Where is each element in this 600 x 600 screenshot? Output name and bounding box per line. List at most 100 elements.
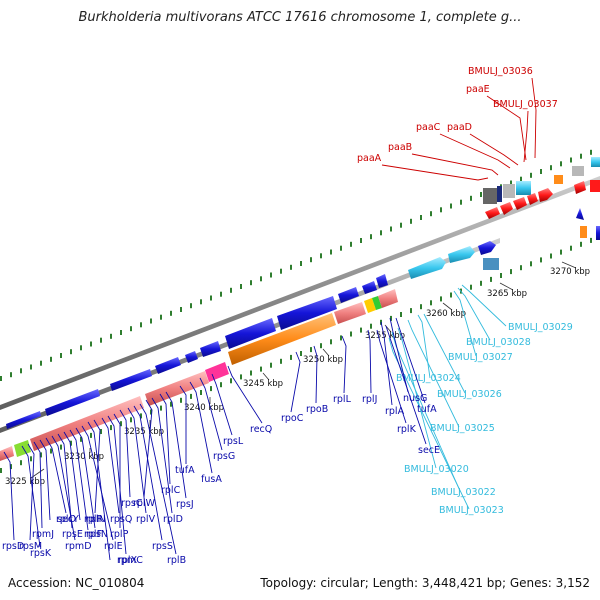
tick-mark bbox=[100, 337, 102, 343]
tick-mark bbox=[290, 264, 292, 270]
label-leader bbox=[453, 290, 477, 357]
gene-arrow bbox=[485, 207, 500, 219]
gene-block bbox=[145, 371, 209, 406]
label-leader bbox=[531, 77, 537, 159]
tick-mark bbox=[440, 207, 442, 213]
gene-label: rplV bbox=[136, 514, 156, 525]
gene-label: rplP bbox=[110, 529, 129, 540]
tick-mark bbox=[240, 284, 242, 289]
scale-label: 3255 kbp bbox=[365, 331, 405, 341]
gene-label: rpsN bbox=[86, 529, 108, 540]
label-leader bbox=[27, 443, 35, 541]
tick-mark bbox=[190, 303, 192, 309]
tick-mark bbox=[60, 444, 62, 450]
tick-mark bbox=[520, 176, 522, 182]
label-leader bbox=[457, 287, 491, 341]
gene-label: rpsK bbox=[30, 548, 52, 559]
label-leader bbox=[51, 435, 76, 541]
tick-mark bbox=[320, 253, 322, 259]
tick-mark bbox=[0, 376, 2, 381]
gene-block bbox=[30, 396, 144, 451]
label-leader bbox=[380, 321, 393, 406]
tick-mark bbox=[450, 292, 452, 298]
label-leader bbox=[101, 417, 120, 514]
tick-mark bbox=[420, 304, 422, 310]
gene-label: rpsM bbox=[19, 541, 42, 552]
gene-label: secE bbox=[418, 445, 440, 456]
tick-mark bbox=[370, 323, 372, 329]
tick-mark bbox=[120, 330, 122, 335]
tick-mark bbox=[180, 307, 182, 312]
tick-mark bbox=[390, 315, 392, 321]
tick-mark bbox=[140, 413, 142, 419]
tick-mark bbox=[130, 417, 132, 423]
tick-mark bbox=[270, 272, 272, 278]
tick-mark bbox=[570, 157, 572, 163]
gene-arrow bbox=[478, 241, 496, 255]
scale-label: 3240 kbp bbox=[184, 403, 224, 413]
tick-mark bbox=[170, 401, 172, 407]
gene-label: tufA bbox=[417, 404, 437, 415]
gene-box bbox=[503, 184, 515, 198]
tick-mark bbox=[110, 425, 112, 431]
gene-label: rpmJ bbox=[32, 529, 54, 540]
tick-mark bbox=[320, 343, 322, 349]
label-leader bbox=[87, 421, 111, 561]
label-leader bbox=[290, 351, 301, 413]
scale-leader bbox=[499, 282, 514, 291]
label-leader bbox=[139, 403, 177, 555]
gene-label: rpmD bbox=[65, 541, 92, 552]
tick-mark bbox=[220, 291, 222, 297]
gene-block bbox=[372, 296, 382, 310]
label-leader bbox=[33, 441, 43, 529]
gene-label: rplL bbox=[333, 394, 352, 405]
label-leader bbox=[45, 437, 67, 514]
label-leader bbox=[423, 313, 466, 394]
gene-label: rplC bbox=[161, 485, 181, 496]
gene-block bbox=[0, 446, 14, 461]
label-leader bbox=[63, 431, 81, 521]
tick-mark bbox=[160, 314, 162, 320]
tick-mark bbox=[260, 276, 262, 282]
gene-box bbox=[497, 186, 502, 202]
tick-mark bbox=[110, 333, 112, 339]
gene-block bbox=[378, 289, 398, 308]
tick-mark bbox=[220, 382, 222, 388]
tick-mark bbox=[80, 345, 82, 351]
gene-label: rplB bbox=[167, 555, 186, 566]
tick-mark bbox=[90, 341, 92, 347]
gene-label: rplR bbox=[84, 514, 104, 525]
gene-label: rpsQ bbox=[110, 514, 132, 525]
tick-mark bbox=[150, 318, 152, 324]
tick-mark bbox=[370, 234, 372, 240]
label-leader bbox=[75, 427, 96, 529]
label-leader bbox=[417, 314, 431, 379]
paa-operon bbox=[483, 157, 600, 240]
tick-mark bbox=[30, 364, 32, 370]
tick-mark bbox=[350, 331, 352, 337]
reverse-gene-track bbox=[0, 289, 398, 461]
scale-label: 3230 kbp bbox=[64, 452, 104, 462]
tick-mark bbox=[20, 368, 22, 374]
gene-arrow bbox=[200, 341, 221, 357]
gene-label: rpsC bbox=[121, 498, 143, 509]
tick-mark bbox=[140, 322, 142, 328]
label-leader bbox=[93, 419, 101, 514]
gene-label: rplK bbox=[397, 424, 417, 435]
tick-mark bbox=[590, 237, 592, 243]
tick-mark bbox=[170, 310, 172, 316]
forward-gene-track bbox=[6, 241, 496, 429]
gene-label: rplD bbox=[163, 514, 183, 525]
gene-label: paaC bbox=[416, 122, 441, 133]
gene-box bbox=[554, 175, 563, 184]
tick-mark bbox=[310, 347, 312, 353]
gene-arrow bbox=[155, 357, 181, 374]
gene-label: rpsL bbox=[223, 436, 244, 447]
tick-mark bbox=[10, 372, 12, 378]
label-leader bbox=[367, 329, 372, 394]
gene-box bbox=[516, 181, 531, 195]
tick-mark bbox=[300, 351, 302, 356]
tick-mark bbox=[360, 238, 362, 243]
label-leader bbox=[119, 409, 131, 498]
tick-mark bbox=[50, 448, 52, 454]
